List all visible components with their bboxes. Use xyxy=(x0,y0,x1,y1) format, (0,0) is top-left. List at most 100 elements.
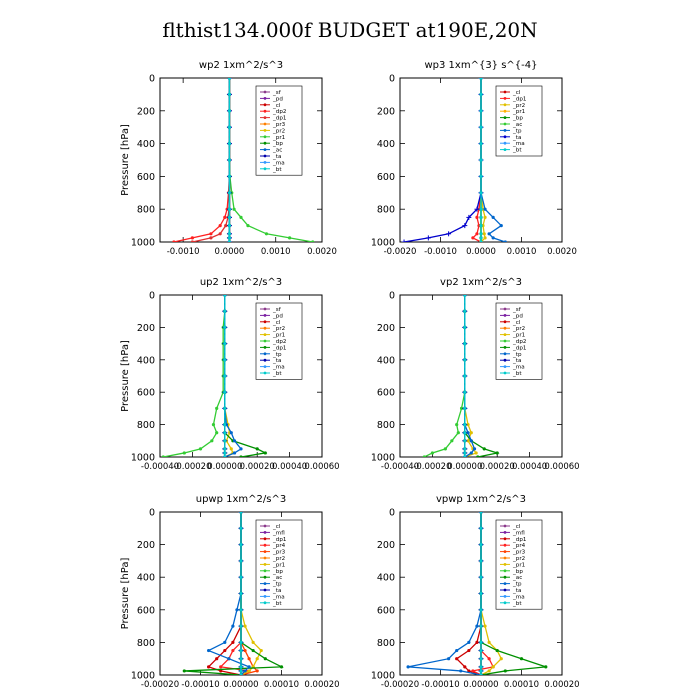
series-bt-point xyxy=(479,174,483,178)
y-tick-label: 400 xyxy=(377,139,395,150)
legend-label: _cl xyxy=(512,524,521,530)
legend-label: _bt xyxy=(272,601,282,607)
legend-label: _cl xyxy=(512,90,521,96)
series-ta-point xyxy=(446,231,452,237)
legend-label: _pr4 xyxy=(272,543,286,549)
legend-label: _ac xyxy=(512,122,522,128)
legend-marker xyxy=(263,333,267,336)
legend: _sf_pd_cl_dp2_dp1_pr3_pr2_pr1_bp_ac_ta_m… xyxy=(255,85,303,176)
series-bt-point xyxy=(227,240,232,242)
series-bt-point xyxy=(239,665,243,669)
series-pr1-point xyxy=(491,665,495,669)
series-bt-point xyxy=(479,125,483,129)
legend-label: _pr1 xyxy=(512,562,526,568)
legend-marker xyxy=(263,109,267,113)
series-bt-point xyxy=(479,575,483,579)
series-ac-point xyxy=(279,665,284,669)
legend-marker xyxy=(263,588,267,592)
x-tick-label: -0.00020 xyxy=(381,680,419,690)
legend-label: _dp1 xyxy=(512,96,527,102)
series-bt-point xyxy=(479,657,483,661)
legend-label: _ta xyxy=(512,588,521,594)
legend-marker xyxy=(263,575,267,579)
series-tp-point xyxy=(232,451,237,455)
series-pr1-point xyxy=(499,657,503,661)
series-dp2-point xyxy=(456,431,460,435)
y-axis-label: Pressure [hPa] xyxy=(120,558,131,630)
series-bt-point xyxy=(479,608,483,612)
series-ta-point xyxy=(474,206,480,212)
y-tick-label: 200 xyxy=(377,106,395,117)
legend-marker xyxy=(503,556,507,560)
series-pr3-point xyxy=(255,669,259,673)
series-pr2-point xyxy=(482,232,486,236)
series-bt-point xyxy=(227,125,232,129)
series-pr1-point xyxy=(239,215,243,219)
legend-marker xyxy=(503,314,507,317)
series-pr1-point xyxy=(288,236,292,240)
legend-label: _pr3 xyxy=(512,550,526,556)
legend-label: _dp1 xyxy=(512,537,527,543)
series-pr4-point xyxy=(487,657,491,661)
series-dp1-point xyxy=(475,640,479,645)
series-dp2-point xyxy=(209,232,213,236)
series-tp-point xyxy=(475,624,479,628)
series-dp1-point xyxy=(255,447,259,451)
legend-label: _ta xyxy=(272,588,281,594)
series-pr1-point xyxy=(243,624,247,628)
x-tick-label: -0.00010 xyxy=(181,680,219,690)
chart-title: up2 1xm^2/s^3 xyxy=(200,277,282,288)
series-bt-point xyxy=(479,215,483,219)
chart-panel-1: wp2 1xm^2/s^3 0 200 400 600 800 1000 -0.0010 0.0… xyxy=(120,60,337,257)
series-tp-point xyxy=(207,648,211,653)
series-dp1-point xyxy=(463,665,467,669)
legend-marker xyxy=(263,582,267,585)
x-tick-label: 0.00060 xyxy=(304,462,339,472)
series-bt-point xyxy=(223,390,227,394)
series-dp1-point xyxy=(475,232,479,236)
legend-marker xyxy=(263,90,267,94)
y-tick-label: 0 xyxy=(389,508,395,519)
series-pr1-point xyxy=(229,447,233,451)
series-dp1-point xyxy=(215,657,219,661)
legend-label: _pr1 xyxy=(512,109,526,115)
series-pr1-point xyxy=(246,224,250,228)
y-tick-label: 1000 xyxy=(131,453,155,464)
series-pr1-point xyxy=(474,451,478,455)
series-bt-point xyxy=(227,174,232,178)
legend-label: _bp xyxy=(272,141,283,147)
legend-marker xyxy=(263,339,267,343)
legend-marker xyxy=(263,307,267,311)
legend-marker xyxy=(263,161,267,164)
x-tick-label: 0.00000 xyxy=(207,462,242,472)
series-pr1-point xyxy=(469,431,473,435)
series-dp2-point xyxy=(215,431,219,435)
series-bt-point xyxy=(479,591,483,596)
x-tick-label: 0.00020 xyxy=(304,680,339,690)
series-bt-point xyxy=(223,423,227,427)
series-bt-point xyxy=(479,526,483,530)
legend-marker xyxy=(503,97,507,100)
series-dp1-point xyxy=(455,657,459,661)
legend-label: _pd xyxy=(272,313,283,319)
series-pr1-point xyxy=(251,640,255,645)
y-tick-label: 400 xyxy=(377,355,395,366)
series-tp-point xyxy=(243,669,247,673)
y-tick-label: 400 xyxy=(137,573,155,584)
legend-marker xyxy=(503,537,507,541)
series-pr1-point xyxy=(264,232,269,236)
legend-label: _pr3 xyxy=(272,122,286,128)
series-dp1-point xyxy=(231,640,235,645)
legend-marker xyxy=(263,543,267,547)
series-tp-point xyxy=(503,240,507,242)
x-tick-label: -0.00010 xyxy=(421,680,459,690)
series-dp1-point xyxy=(239,455,243,457)
series-dp1-point xyxy=(224,224,228,228)
legend-label: _pr2 xyxy=(512,103,525,109)
legend-label: _pr4 xyxy=(512,543,526,549)
series-tp-point xyxy=(467,640,471,645)
series-bt-point xyxy=(223,451,227,455)
y-tick-label: 0 xyxy=(149,291,155,302)
series-dp2-point xyxy=(211,423,216,427)
series-pr1-point xyxy=(487,640,491,645)
